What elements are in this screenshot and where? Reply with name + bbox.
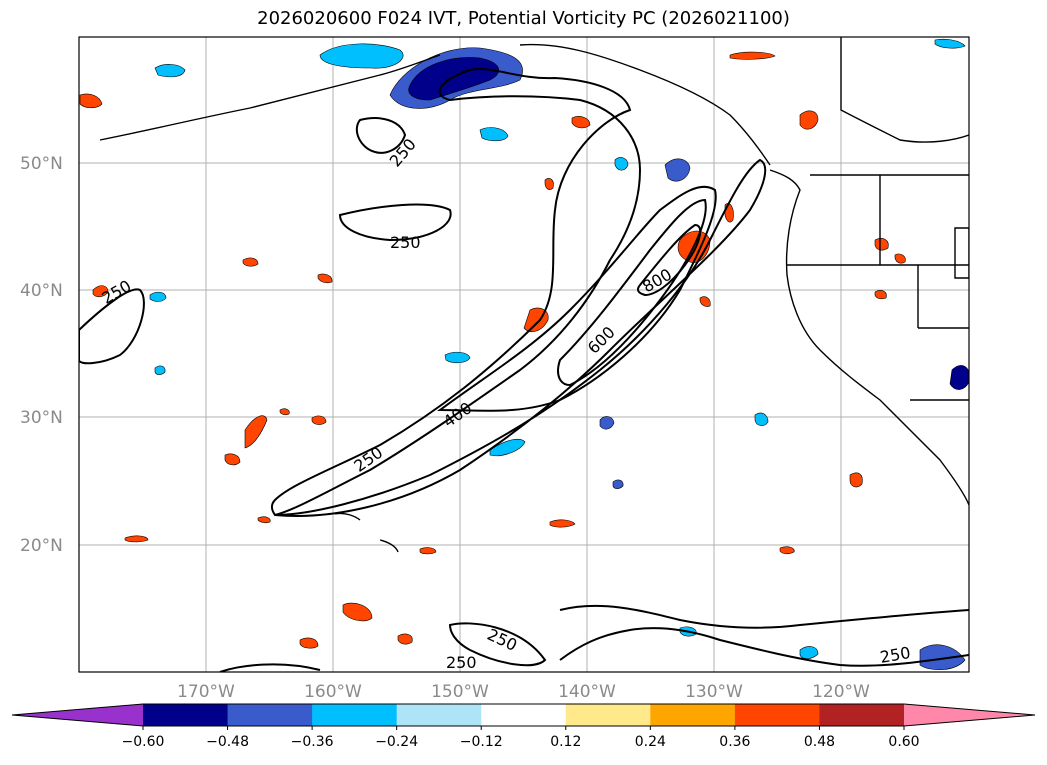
colorbar-tick-label: −0.48 [206,734,249,750]
colorbar-tick-label: 0.24 [635,734,666,750]
map-title: 2026020600 F024 IVT, Potential Vorticity… [257,8,790,29]
ivt-contours [79,68,969,672]
colorbar-tick-label: −0.24 [375,734,418,750]
lat-label-40n: 40°N [20,281,63,301]
colorbar-tick-label: 0.36 [719,734,750,750]
lon-label-130w: 130°W [685,682,743,702]
colorbar-segment [481,704,567,726]
colorbar-tick-label: 0.48 [804,734,835,750]
colorbar-segment [396,704,482,726]
colorbar-segment [143,704,229,726]
lat-label-50n: 50°N [20,154,63,174]
colorbar-tick-label: −0.12 [460,734,503,750]
colorbar-segment [734,704,820,726]
colorbar-tick-label: 0.12 [550,734,581,750]
gridlines [79,37,969,672]
colorbar-segment [819,704,905,726]
plot-frame [78,36,970,673]
lon-label-170w: 170°W [177,682,235,702]
pv-positive-shading [79,51,906,649]
plot-area [78,36,970,673]
colorbar-segment [227,704,313,726]
contour-label: 250 [446,653,477,672]
colorbar-extend-min [12,704,143,726]
contour-label: 250 [390,233,421,252]
longitude-labels: 170°W 160°W 150°W 140°W 130°W 120°W [177,682,870,702]
colorbar-segment [312,704,398,726]
lat-label-30n: 30°N [20,408,63,428]
lon-label-120w: 120°W [812,682,870,702]
lon-label-160w: 160°W [304,682,362,702]
lat-label-20n: 20°N [20,536,63,556]
colorbar-extend-max [904,704,1035,726]
colorbar-tick-label: 0.60 [888,734,919,750]
coastlines [99,37,969,553]
colorbar-tick-label: −0.36 [291,734,334,750]
lon-label-140w: 140°W [558,682,616,702]
colorbar-segment [650,704,736,726]
colorbar-tick-label: −0.60 [122,734,165,750]
colorbar-segment [565,704,651,726]
colorbar: −0.60 −0.48 −0.36 −0.24 −0.12 0.12 0.24 0.36 0.4… [11,703,1036,750]
latitude-labels: 50°N 40°N 30°N 20°N [20,154,63,556]
lon-label-150w: 150°W [431,682,489,702]
